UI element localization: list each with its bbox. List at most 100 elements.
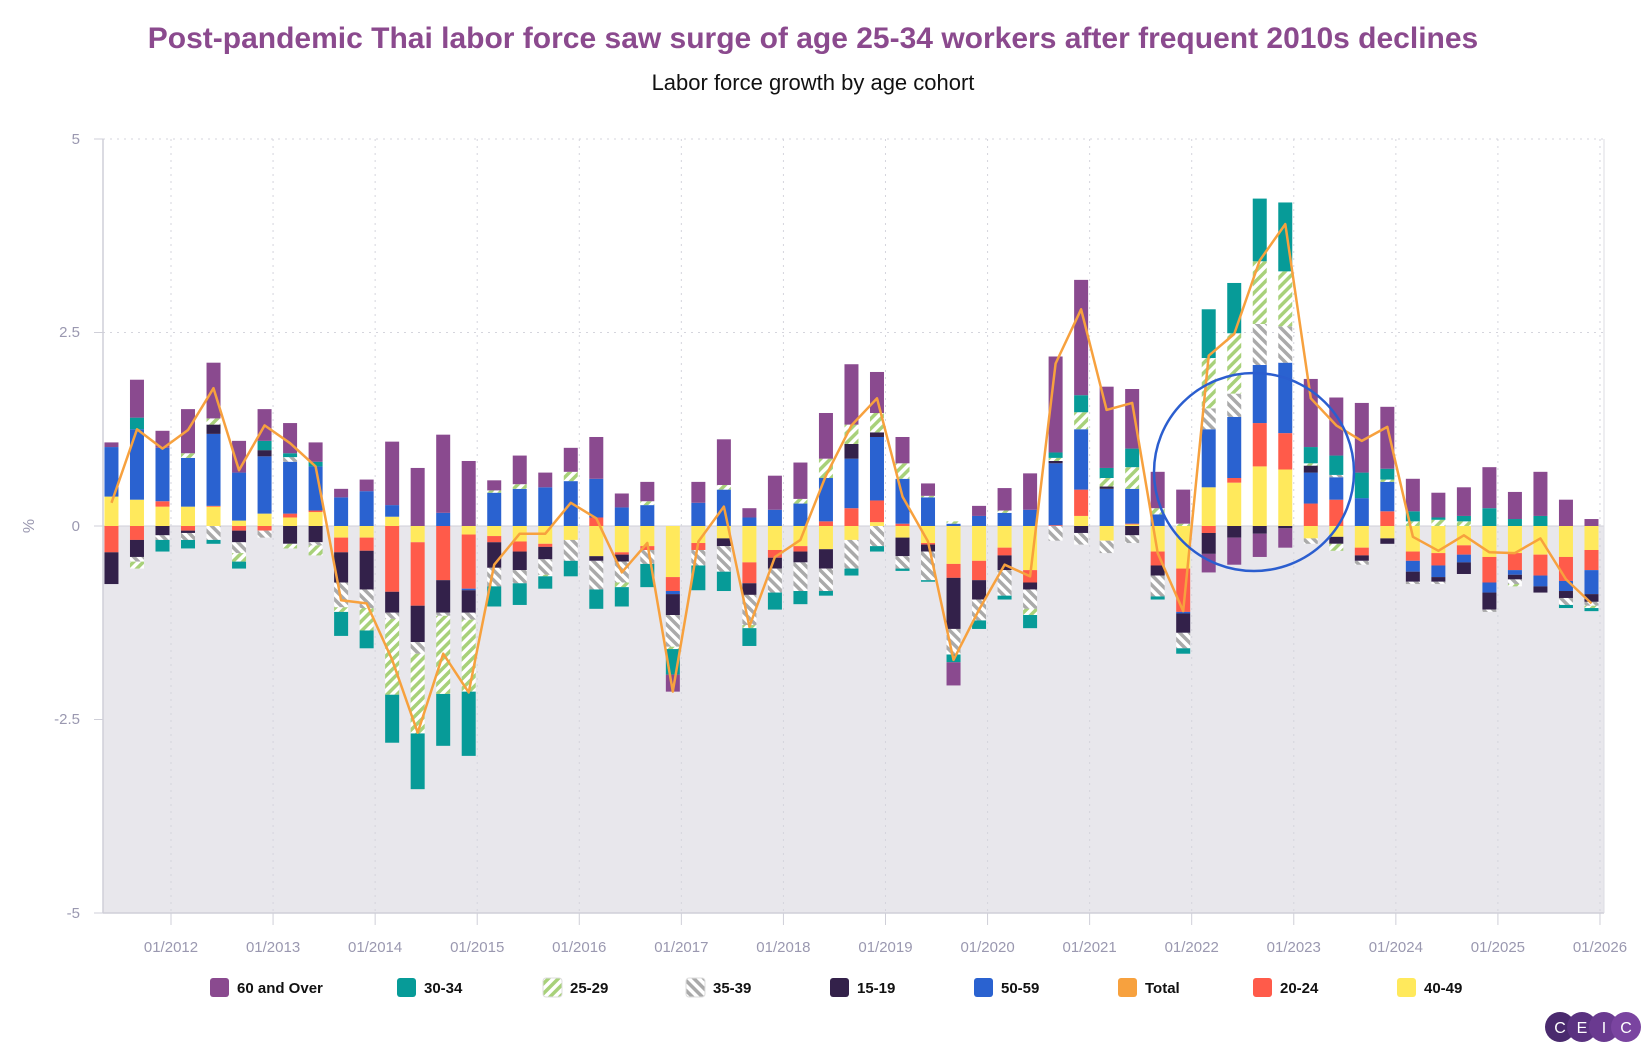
bar-segment-30-34[interactable] (1456, 515, 1471, 522)
bar-segment-35-39[interactable] (1584, 601, 1599, 606)
bar-segment-35-39[interactable] (129, 556, 144, 562)
bar-segment-50-59[interactable] (283, 461, 298, 514)
bar-segment-25-29[interactable] (129, 561, 144, 569)
bar-segment-50-59[interactable] (1099, 488, 1114, 526)
bar-segment-15-19[interactable] (1431, 577, 1446, 582)
bar-segment-15-19[interactable] (232, 530, 247, 543)
bar-segment-20-24[interactable] (538, 543, 553, 547)
bar-segment-20-24[interactable] (257, 526, 272, 531)
legend-item-35-39[interactable]: 35-39 (685, 977, 751, 998)
legend-item-30-34[interactable]: 30-34 (397, 978, 463, 997)
bar-segment-30-34[interactable] (1482, 508, 1497, 526)
bar-segment-15-19[interactable] (512, 551, 527, 571)
bar-stack[interactable] (1099, 386, 1114, 554)
bar-segment-50-59[interactable] (1405, 560, 1420, 572)
bar-segment-50-59[interactable] (1584, 570, 1599, 595)
bar-segment-35-39[interactable] (1176, 632, 1191, 649)
bar-segment-20-24[interactable] (181, 526, 196, 531)
bar-segment-30-34[interactable] (1176, 648, 1191, 654)
bar-segment-40-49[interactable] (1431, 526, 1446, 554)
bar-segment-15-19[interactable] (385, 591, 400, 613)
bar-segment-35-39[interactable] (844, 539, 859, 569)
bar-segment-25-29[interactable] (1099, 478, 1114, 487)
bar-segment-40-49[interactable] (1303, 526, 1318, 539)
bar-segment-25-29[interactable] (818, 458, 833, 479)
bar-segment-50-59[interactable] (946, 523, 961, 526)
bar-segment-15-19[interactable] (1405, 571, 1420, 582)
bar-segment-15-19[interactable] (1278, 526, 1293, 529)
bar-segment-30-34[interactable] (538, 576, 553, 589)
bar-segment-20-24[interactable] (1456, 545, 1471, 555)
bar-segment-50-59[interactable] (844, 458, 859, 509)
bar-segment-50-59[interactable] (359, 491, 374, 526)
bar-segment-40-49[interactable] (461, 526, 476, 535)
bar-segment-35-39[interactable] (1048, 526, 1063, 541)
bar-segment-35-39[interactable] (1074, 532, 1089, 545)
bar-segment-60-and-over[interactable] (716, 439, 731, 485)
bar-segment-40-49[interactable] (1099, 526, 1114, 541)
bar-stack[interactable] (844, 364, 859, 576)
bar-segment-25-29[interactable] (1023, 608, 1038, 616)
bar-segment-25-29[interactable] (206, 418, 221, 425)
bar-segment-50-59[interactable] (206, 433, 221, 506)
bar-segment-15-19[interactable] (665, 594, 680, 616)
bar-segment-50-59[interactable] (257, 456, 272, 514)
bar-segment-35-39[interactable] (155, 535, 170, 540)
bar-stack[interactable] (1507, 491, 1522, 587)
bar-segment-60-and-over[interactable] (538, 472, 553, 488)
bar-segment-20-24[interactable] (512, 541, 527, 552)
bar-segment-30-34[interactable] (1023, 615, 1038, 629)
bar-segment-60-and-over[interactable] (359, 479, 374, 492)
bar-segment-50-59[interactable] (334, 497, 349, 526)
bar-segment-25-29[interactable] (487, 490, 502, 493)
bar-segment-15-19[interactable] (844, 443, 859, 459)
bar-segment-40-49[interactable] (921, 526, 936, 544)
bar-segment-40-49[interactable] (1201, 487, 1216, 526)
bar-segment-35-39[interactable] (818, 568, 833, 592)
bar-segment-25-29[interactable] (1456, 521, 1471, 526)
bar-segment-30-34[interactable] (257, 440, 272, 451)
bar-segment-30-34[interactable] (308, 461, 323, 467)
bar-segment-60-and-over[interactable] (155, 430, 170, 448)
legend-item-total[interactable]: Total (1118, 978, 1180, 997)
bar-segment-25-29[interactable] (869, 412, 884, 433)
bar-segment-30-34[interactable] (589, 589, 604, 609)
bar-segment-60-and-over[interactable] (1227, 537, 1242, 565)
bar-segment-60-and-over[interactable] (1507, 491, 1522, 520)
bar-segment-25-29[interactable] (1176, 523, 1191, 526)
bar-segment-35-39[interactable] (232, 542, 247, 554)
bar-segment-60-and-over[interactable] (1354, 402, 1369, 473)
bar-segment-20-24[interactable] (844, 508, 859, 526)
bar-segment-15-19[interactable] (614, 554, 629, 562)
bar-stack[interactable] (921, 483, 936, 582)
bar-segment-20-24[interactable] (155, 501, 170, 507)
bar-segment-50-59[interactable] (1125, 488, 1140, 524)
bar-stack[interactable] (793, 462, 808, 605)
bar-stack[interactable] (1023, 473, 1038, 629)
bar-segment-50-59[interactable] (512, 488, 527, 526)
bar-segment-25-29[interactable] (410, 653, 425, 734)
bar-segment-20-24[interactable] (1405, 551, 1420, 561)
bar-segment-60-and-over[interactable] (793, 462, 808, 499)
bar-segment-20-24[interactable] (1533, 554, 1548, 576)
bar-segment-60-and-over[interactable] (104, 442, 119, 448)
bar-segment-30-34[interactable] (1227, 282, 1242, 334)
bar-segment-35-39[interactable] (1201, 408, 1216, 430)
bar-segment-30-34[interactable] (359, 630, 374, 649)
bar-segment-40-49[interactable] (614, 526, 629, 553)
bar-segment-60-and-over[interactable] (895, 436, 910, 464)
bar-segment-35-39[interactable] (1278, 326, 1293, 363)
bar-segment-40-49[interactable] (410, 526, 425, 543)
bar-segment-25-29[interactable] (1252, 261, 1267, 324)
bar-segment-15-19[interactable] (1354, 555, 1369, 561)
bar-segment-20-24[interactable] (359, 537, 374, 551)
bar-segment-20-24[interactable] (767, 549, 782, 558)
bar-segment-30-34[interactable] (1380, 468, 1395, 480)
bar-segment-60-and-over[interactable] (921, 483, 936, 496)
bar-segment-60-and-over[interactable] (1278, 528, 1293, 548)
bar-segment-60-and-over[interactable] (436, 434, 451, 513)
bar-segment-60-and-over[interactable] (512, 455, 527, 485)
bar-segment-35-39[interactable] (1303, 538, 1318, 544)
bar-segment-15-19[interactable] (946, 577, 961, 629)
bar-segment-15-19[interactable] (1201, 532, 1216, 554)
